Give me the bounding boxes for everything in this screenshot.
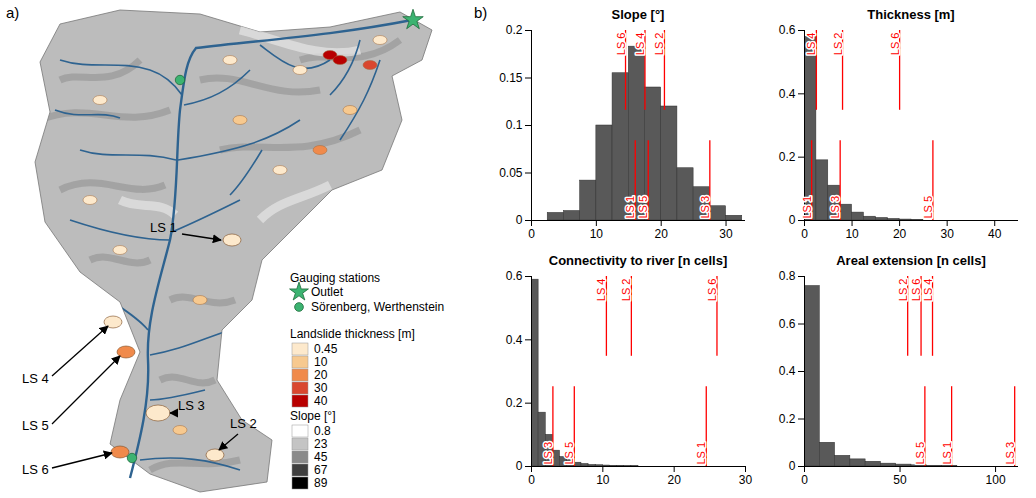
- svg-text:0: 0: [516, 213, 523, 227]
- svg-text:23: 23: [314, 437, 328, 451]
- svg-text:0.05: 0.05: [499, 166, 523, 180]
- svg-text:LS 2: LS 2: [230, 416, 257, 431]
- svg-text:LS 4: LS 4: [634, 33, 646, 56]
- svg-text:LS 3: LS 3: [829, 196, 841, 219]
- svg-text:Outlet: Outlet: [311, 285, 344, 299]
- svg-text:LS 5: LS 5: [922, 196, 934, 219]
- svg-text:40: 40: [988, 227, 1002, 241]
- svg-text:LS 2: LS 2: [653, 33, 665, 56]
- svg-text:0: 0: [528, 473, 535, 487]
- svg-text:0.4: 0.4: [779, 87, 796, 101]
- svg-text:89: 89: [314, 476, 328, 490]
- html-text:a): a): [6, 4, 20, 21]
- svg-text:0.4: 0.4: [506, 333, 523, 347]
- svg-text:0.4: 0.4: [779, 364, 796, 378]
- svg-text:LS 5: LS 5: [22, 418, 49, 433]
- svg-text:0.15: 0.15: [499, 71, 523, 85]
- svg-text:LS 2: LS 2: [832, 33, 844, 56]
- svg-text:0: 0: [801, 227, 808, 241]
- html-text:Areal extension [n cells]: Areal extension [n cells]: [836, 253, 986, 268]
- svg-text:0.45: 0.45: [314, 342, 338, 356]
- svg-text:LS 4: LS 4: [595, 279, 607, 302]
- svg-text:LS 3: LS 3: [699, 196, 711, 219]
- svg-text:50: 50: [893, 473, 907, 487]
- svg-text:LS 1: LS 1: [624, 196, 636, 219]
- svg-text:67: 67: [314, 463, 328, 477]
- svg-text:0.2: 0.2: [779, 150, 796, 164]
- svg-text:LS 1: LS 1: [941, 442, 953, 465]
- svg-text:LS 3: LS 3: [542, 442, 554, 465]
- svg-text:0.1: 0.1: [506, 118, 523, 132]
- html-text:Slope [°]: Slope [°]: [611, 7, 665, 22]
- svg-text:20: 20: [893, 227, 907, 241]
- html-text:Thickness [m]: Thickness [m]: [867, 7, 955, 22]
- svg-text:LS 2: LS 2: [897, 279, 909, 302]
- svg-text:LS 4: LS 4: [805, 33, 817, 56]
- svg-text:LS 2: LS 2: [620, 279, 632, 302]
- svg-text:0: 0: [789, 459, 796, 473]
- svg-text:0: 0: [516, 459, 523, 473]
- svg-text:30: 30: [314, 381, 328, 395]
- svg-text:LS 4: LS 4: [22, 371, 49, 386]
- svg-text:LS 6: LS 6: [22, 462, 49, 477]
- svg-text:Gauging stations: Gauging stations: [290, 271, 380, 285]
- svg-text:LS 6: LS 6: [615, 33, 627, 56]
- svg-text:Sörenberg, Werthenstein: Sörenberg, Werthenstein: [311, 300, 444, 314]
- svg-text:20: 20: [655, 227, 669, 241]
- svg-text:LS 1: LS 1: [695, 442, 707, 465]
- svg-text:LS 6: LS 6: [910, 279, 922, 302]
- html-text:Connectivity to river [n cells: Connectivity to river [n cells]: [548, 253, 728, 268]
- svg-text:10: 10: [590, 227, 604, 241]
- svg-text:0: 0: [789, 213, 796, 227]
- svg-text:LS 1: LS 1: [150, 220, 177, 235]
- svg-text:0.6: 0.6: [779, 317, 796, 331]
- svg-text:45: 45: [314, 450, 328, 464]
- svg-text:LS 6: LS 6: [889, 33, 901, 56]
- svg-text:0.2: 0.2: [779, 412, 796, 426]
- svg-text:20: 20: [314, 368, 328, 382]
- svg-text:LS 6: LS 6: [706, 279, 718, 302]
- svg-text:0: 0: [528, 227, 535, 241]
- svg-text:0: 0: [801, 473, 808, 487]
- svg-text:0.8: 0.8: [779, 270, 796, 283]
- svg-text:30: 30: [719, 227, 733, 241]
- svg-text:20: 20: [667, 473, 681, 487]
- svg-text:30: 30: [940, 227, 954, 241]
- svg-text:0.2: 0.2: [506, 396, 523, 410]
- svg-text:Slope [°]: Slope [°]: [290, 409, 336, 423]
- svg-text:LS 4: LS 4: [922, 279, 934, 302]
- svg-text:30: 30: [739, 473, 753, 487]
- svg-text:0.6: 0.6: [506, 270, 523, 283]
- svg-text:LS 5: LS 5: [563, 442, 575, 465]
- svg-text:10: 10: [314, 355, 328, 369]
- svg-text:LS 3: LS 3: [1004, 442, 1016, 465]
- svg-text:LS 5: LS 5: [637, 196, 649, 219]
- svg-text:10: 10: [596, 473, 610, 487]
- svg-text:LS 5: LS 5: [914, 442, 926, 465]
- svg-text:0.8: 0.8: [314, 424, 331, 438]
- svg-text:40: 40: [314, 394, 328, 408]
- svg-text:Landslide thickness [m]: Landslide thickness [m]: [290, 327, 415, 341]
- svg-text:100: 100: [986, 473, 1006, 487]
- svg-text:0.2: 0.2: [506, 24, 523, 37]
- html-text:b): b): [474, 4, 488, 21]
- svg-text:0.6: 0.6: [779, 24, 796, 37]
- svg-text:10: 10: [845, 227, 859, 241]
- svg-text:LS 3: LS 3: [178, 398, 205, 413]
- svg-text:LS 1: LS 1: [801, 196, 813, 219]
